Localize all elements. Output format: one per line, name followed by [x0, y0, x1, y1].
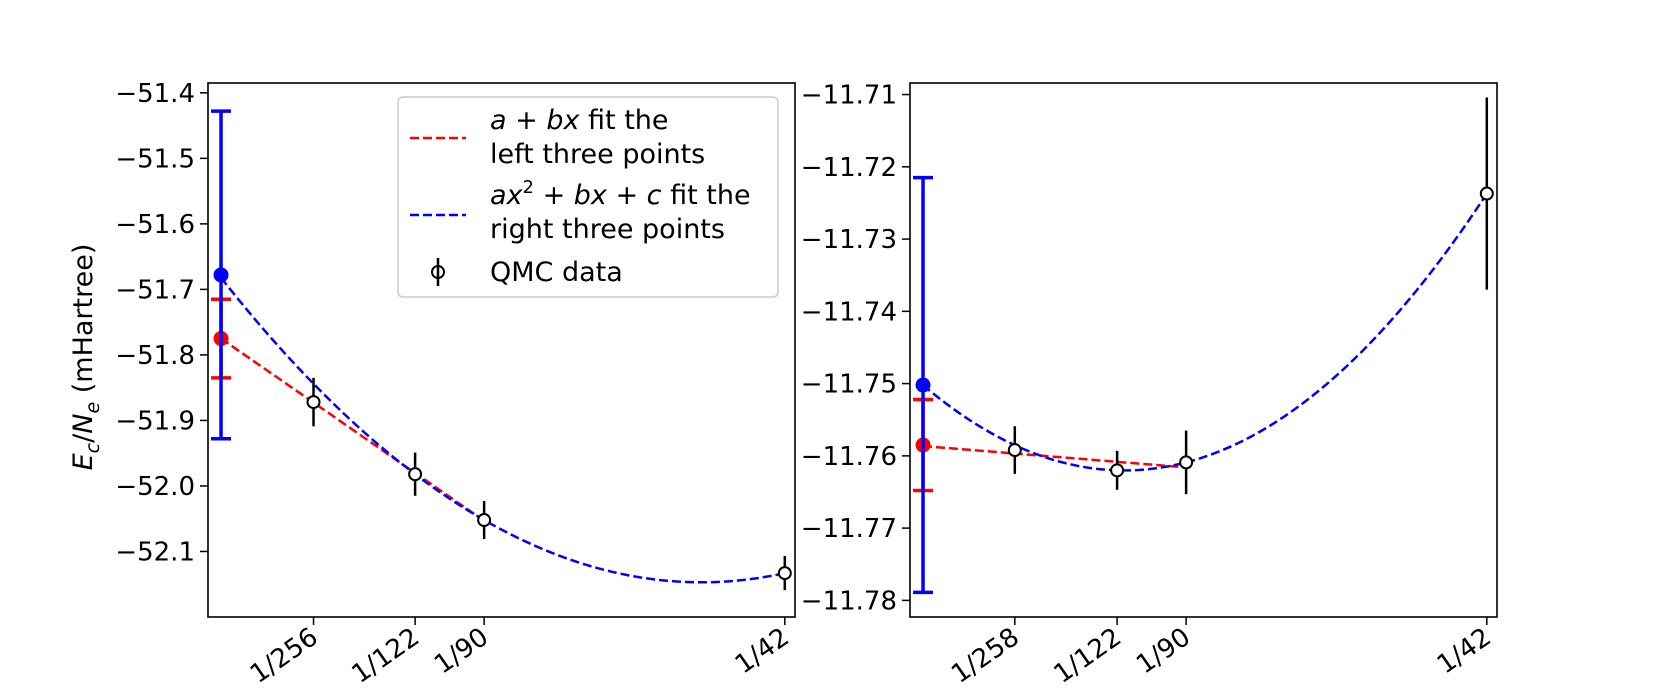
right-y-tick-label: −11.71	[801, 81, 897, 111]
left-y-tick-label: −51.7	[115, 275, 195, 305]
left-qmc-point	[477, 501, 492, 540]
left-qmc-point	[777, 556, 792, 591]
right-x-tick-label: 1/122	[1049, 622, 1128, 690]
y-axis-label: Ec/Ne (mHartree)	[68, 244, 104, 471]
right-qmc-point	[1007, 426, 1022, 474]
y-axis-label-sub-e: e	[82, 402, 104, 414]
y-axis-label-e: E	[68, 453, 99, 470]
left-y-tick-label: −51.9	[115, 406, 195, 436]
left-y-tick-label: −52.1	[115, 537, 195, 567]
legend-quadratic-label-line2: right three points	[490, 214, 725, 245]
legend-quadratic-label-line1: ax2 + bx + c fit the	[490, 177, 751, 211]
left-qmc-point	[306, 377, 321, 427]
legend-linear-label-line1: a + bx fit the	[490, 105, 669, 136]
y-axis-label-sub-c: c	[82, 442, 104, 453]
left-y-tick-label: −52.0	[115, 472, 195, 502]
left-x-tick-label: 1/90	[429, 622, 494, 680]
left-x-tick-label: 1/42	[730, 622, 795, 680]
right-plot-frame	[909, 82, 1498, 618]
left-linear-fit-line	[220, 337, 485, 522]
right-panel: −11.78 −11.77 −11.76 −11.75 −11.74 −11.73 −11.…	[801, 81, 1498, 690]
right-y-tick-label: −11.77	[801, 514, 897, 544]
right-qmc-point	[1179, 430, 1194, 495]
legend-qmc-swatch	[431, 258, 445, 286]
svg-text:Ec/Ne (mHartree): Ec/Ne (mHartree)	[68, 244, 104, 471]
left-quadratic-fit-line	[220, 276, 786, 584]
left-y-tick-label: −51.8	[115, 341, 195, 371]
right-quadratic-fit-line	[922, 192, 1488, 472]
left-y-tick-label: −51.4	[115, 79, 195, 109]
right-qmc-point	[1110, 450, 1125, 490]
left-quadratic-extrapolation	[211, 109, 232, 441]
y-axis-label-n: N	[68, 414, 99, 434]
right-y-tick-label: −11.75	[801, 370, 897, 400]
right-y-tick-label: −11.72	[801, 153, 897, 183]
legend-linear-label-line2: left three points	[490, 139, 705, 170]
y-axis-label-unit: (mHartree)	[68, 244, 99, 402]
right-x-tick-label: 1/258	[946, 622, 1025, 690]
right-y-tick-label: −11.73	[801, 225, 897, 255]
right-y-tick-label: −11.74	[801, 297, 897, 327]
right-x-tick-label: 1/90	[1131, 622, 1196, 680]
left-plot-frame	[207, 82, 796, 618]
left-y-tick-label: −51.6	[115, 210, 195, 240]
left-y-tick-label: −51.5	[115, 144, 195, 174]
right-qmc-point	[1479, 97, 1494, 290]
y-axis-label-slash: /	[68, 433, 99, 443]
right-x-tick-label: 1/42	[1432, 622, 1497, 680]
right-y-tick-label: −11.76	[801, 442, 897, 472]
left-qmc-point	[408, 452, 423, 496]
left-x-tick-label: 1/122	[347, 622, 426, 690]
legend-qmc-label: QMC data	[490, 257, 623, 288]
left-x-tick-label: 1/256	[245, 622, 324, 690]
right-quadratic-extrapolation	[913, 175, 934, 595]
legend: a + bx fit the left three points ax2 + b…	[397, 96, 779, 298]
right-y-tick-label: −11.78	[801, 586, 897, 616]
legend-frame	[397, 96, 779, 298]
right-linear-fit-line	[922, 444, 1187, 469]
